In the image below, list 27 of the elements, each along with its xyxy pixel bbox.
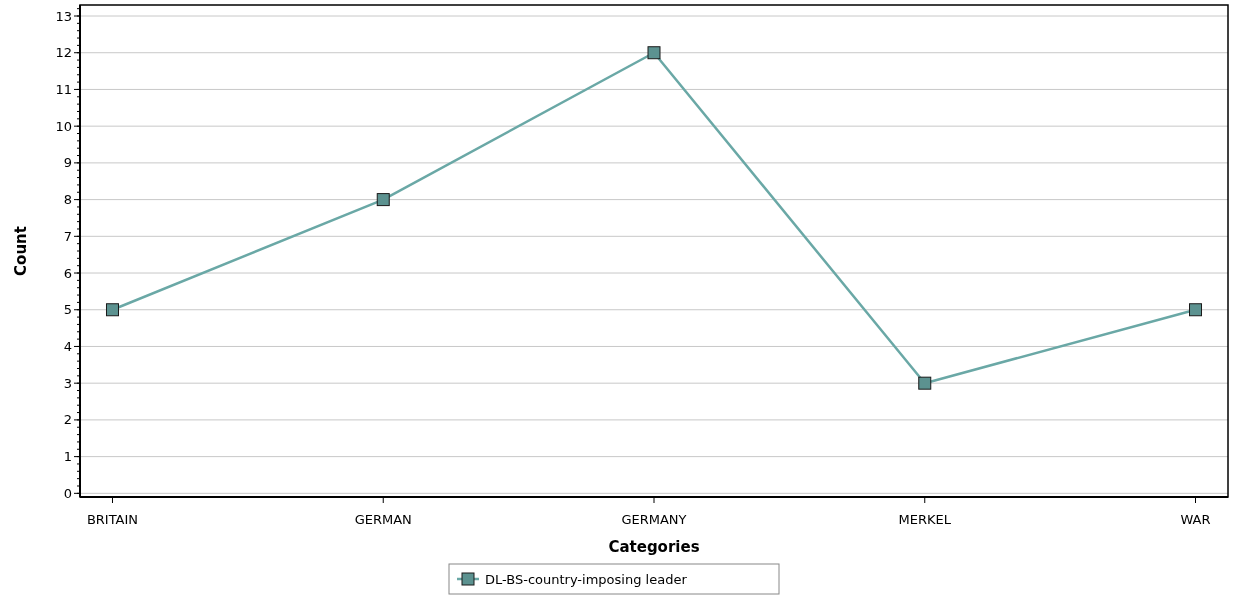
y-tick-label: 13 [55,8,72,24]
y-tick-label: 6 [63,265,72,281]
x-tick-label: GERMAN [354,512,412,527]
y-tick-label: 12 [55,45,72,61]
y-tick-label: 2 [63,412,72,428]
x-tick-label: WAR [1180,512,1211,527]
point [647,46,661,60]
y-tick-label: 10 [55,118,72,134]
x-tick-label: GERMANY [621,512,687,527]
point [105,303,119,317]
y-tick-label: 11 [55,82,72,97]
y-tick-label: 4 [63,339,72,355]
y-tick-label: 9 [63,155,72,171]
y-tick-label: 8 [63,192,72,208]
point [376,193,390,207]
y-tick-label: 0 [63,485,72,501]
x-tick-label: BRITAIN [86,512,139,527]
y-tick-label: 5 [63,302,72,318]
y-tick-label: 7 [63,228,72,244]
point [918,376,932,390]
y-tick-label: 3 [63,375,72,391]
x-axis-title: Categories [608,538,700,556]
x-tick-label: MERKEL [898,512,952,527]
y-axis-title: Count [12,226,30,276]
point [1189,303,1203,317]
legend-label: DL-BS-country-imposing leader [485,571,688,587]
y-tick-label: 1 [63,449,72,465]
